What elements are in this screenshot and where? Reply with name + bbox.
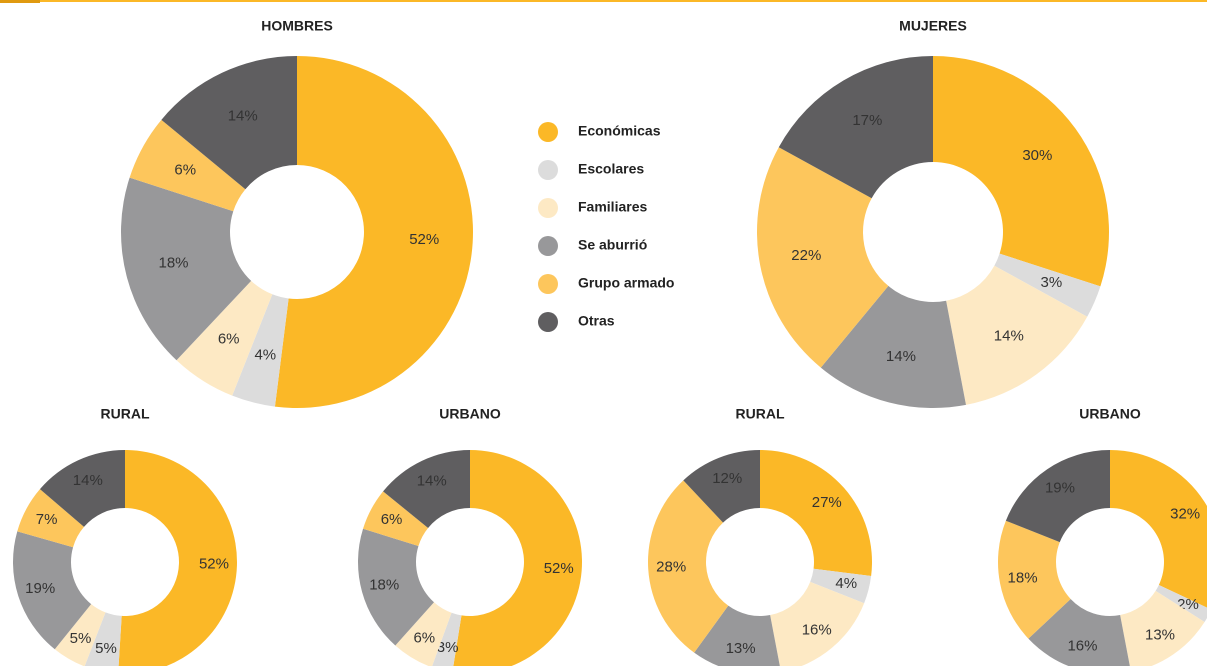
slice-label: 18% xyxy=(369,577,399,594)
legend-label: Familiares xyxy=(578,199,647,215)
donut-slice xyxy=(232,294,289,407)
slice-label: 27% xyxy=(812,494,842,511)
donut-slice xyxy=(17,489,84,548)
donut-slice xyxy=(933,56,1110,287)
donut-slice xyxy=(946,265,1088,405)
donut-slice xyxy=(129,119,246,212)
slice-label: 19% xyxy=(1045,479,1075,496)
donut-slice xyxy=(363,491,429,546)
donut-slice xyxy=(810,568,872,604)
slice-label: 5% xyxy=(95,640,117,657)
slice-label: 7% xyxy=(36,511,58,528)
slice-label: 14% xyxy=(886,348,916,365)
legend-swatch xyxy=(538,274,558,294)
chart-title: URBANO xyxy=(1079,406,1141,422)
slice-label: 16% xyxy=(1067,638,1097,655)
top-rule xyxy=(0,0,1207,2)
legend-label: Grupo armado xyxy=(578,275,674,291)
donut-slice xyxy=(770,581,865,666)
legend-label: Económicas xyxy=(578,123,661,139)
slice-label: 19% xyxy=(25,580,55,597)
donut-slice xyxy=(54,604,106,666)
donut-slice xyxy=(994,253,1101,317)
legend-swatch xyxy=(538,312,558,332)
donut-slice xyxy=(176,280,273,396)
legend-label: Escolares xyxy=(578,161,644,177)
donut-slice xyxy=(84,612,122,666)
chart-title: URBANO xyxy=(439,406,501,422)
slice-label: 13% xyxy=(726,640,756,657)
legend-swatch xyxy=(538,198,558,218)
donut-slice xyxy=(1155,584,1207,623)
donut-slice xyxy=(395,602,452,666)
donut-slice xyxy=(383,450,470,528)
legend-swatch xyxy=(538,122,558,142)
donut-slice xyxy=(778,55,933,199)
slice-label: 14% xyxy=(994,327,1024,344)
chart-title: MUJERES xyxy=(899,18,967,34)
slice-label: 18% xyxy=(158,255,188,272)
donut-slice xyxy=(683,450,760,523)
slice-label: 3% xyxy=(437,639,459,656)
chart-title: RURAL xyxy=(101,406,150,422)
donut-slice xyxy=(1028,598,1130,666)
slice-label: 6% xyxy=(381,511,403,528)
slice-label: 32% xyxy=(1170,505,1200,522)
slice-label: 3% xyxy=(1041,274,1063,291)
donut-slice xyxy=(820,285,966,408)
legend-swatch xyxy=(538,160,558,180)
donut-slice xyxy=(647,480,729,653)
slice-label: 6% xyxy=(174,162,196,179)
slice-label: 6% xyxy=(218,331,240,348)
donut-slice xyxy=(998,520,1071,639)
top-accent xyxy=(0,0,40,3)
donut-slice xyxy=(757,147,889,368)
slice-label: 4% xyxy=(835,575,857,592)
slice-label: 14% xyxy=(417,473,447,490)
donut-slice xyxy=(453,450,583,666)
chart-title: RURAL xyxy=(736,406,785,422)
slice-label: 4% xyxy=(254,346,276,363)
slice-label: 14% xyxy=(228,108,258,125)
chart-title: HOMBRES xyxy=(261,18,333,34)
slice-label: 14% xyxy=(73,472,103,489)
slice-label: 5% xyxy=(70,630,92,647)
donut-slice xyxy=(161,56,297,190)
donut-slice xyxy=(12,531,92,650)
slice-label: 52% xyxy=(409,231,439,248)
slice-label: 6% xyxy=(413,629,435,646)
donut-slice xyxy=(694,605,780,666)
donut-slice xyxy=(120,177,252,361)
legend-label: Otras xyxy=(578,313,615,329)
donut-slice xyxy=(760,450,872,577)
slice-label: 22% xyxy=(791,247,821,264)
donut-slice xyxy=(1005,450,1110,543)
donut-slice xyxy=(39,450,125,527)
slice-label: 18% xyxy=(1008,570,1038,587)
slice-label: 16% xyxy=(802,622,832,639)
donut-slice xyxy=(118,450,237,666)
donut-slice xyxy=(358,528,434,646)
slice-label: 52% xyxy=(544,560,574,577)
slice-label: 30% xyxy=(1022,147,1052,164)
donut-slice xyxy=(432,612,462,666)
legend-label: Se aburrió xyxy=(578,237,647,253)
donut-slice xyxy=(1110,450,1207,608)
slice-label: 13% xyxy=(1145,627,1175,644)
slice-label: 12% xyxy=(712,470,742,487)
legend-swatch xyxy=(538,236,558,256)
slice-label: 28% xyxy=(656,559,686,576)
donut-slice xyxy=(1120,590,1205,666)
slice-label: 52% xyxy=(199,556,229,573)
slice-label: 17% xyxy=(852,112,882,129)
donut-slice xyxy=(274,56,473,408)
